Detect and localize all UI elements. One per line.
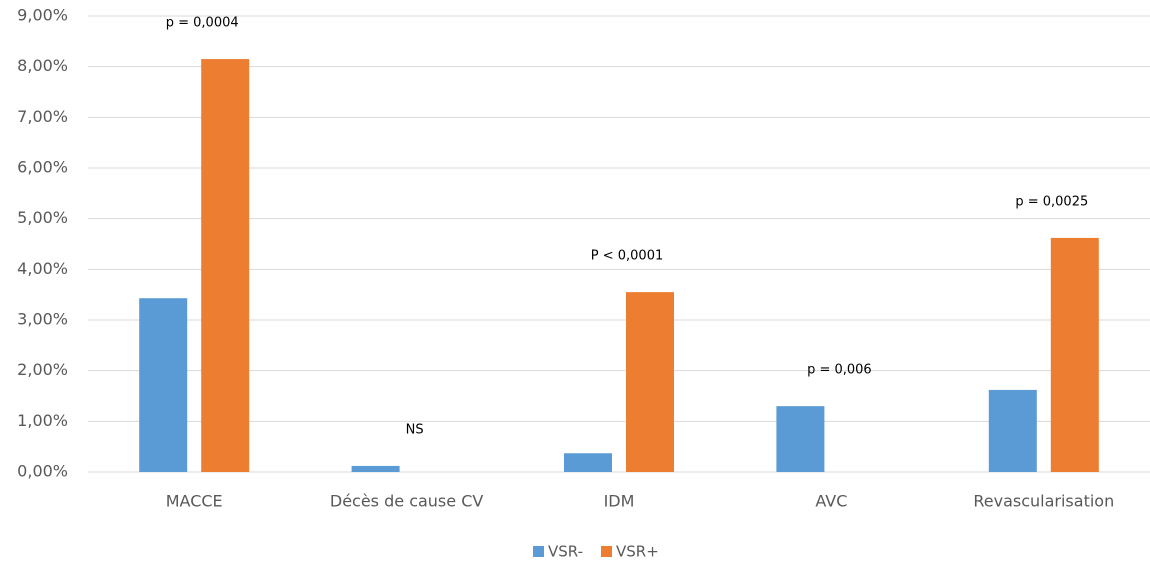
bar [139,298,188,472]
x-tick-label: Revascularisation [973,492,1114,511]
bar [201,59,250,473]
x-tick-label: IDM [604,492,635,511]
x-tick-label: AVC [815,492,847,511]
annotation: p = 0,0025 [1015,194,1088,209]
y-tick-label: 2,00% [17,360,68,379]
y-tick-label: 8,00% [17,56,68,75]
bar [351,465,400,472]
y-tick-label: 3,00% [17,310,68,329]
x-tick-label: MACCE [166,492,223,511]
y-tick-label: 7,00% [17,107,68,126]
annotation: p = 0,006 [807,363,872,378]
annotation: NS [406,422,424,437]
y-tick-label: 6,00% [17,158,68,177]
y-tick-label: 9,00% [17,6,68,25]
y-tick-label: 0,00% [17,462,68,481]
x-tick-label: Décès de cause CV [330,492,483,511]
y-tick-label: 5,00% [17,208,68,227]
legend-swatch [601,546,613,557]
bar [626,292,674,472]
annotation: p = 0,0004 [166,16,239,31]
annotation: P < 0,0001 [591,249,663,264]
bar [1050,237,1099,472]
bar [776,406,825,472]
y-tick-label: 1,00% [17,411,68,430]
legend-label: VSR+ [616,543,659,561]
bar [564,453,612,472]
legend-label: VSR- [548,543,583,561]
legend-swatch [533,546,544,557]
bar [988,389,1037,472]
y-tick-label: 4,00% [17,259,68,278]
